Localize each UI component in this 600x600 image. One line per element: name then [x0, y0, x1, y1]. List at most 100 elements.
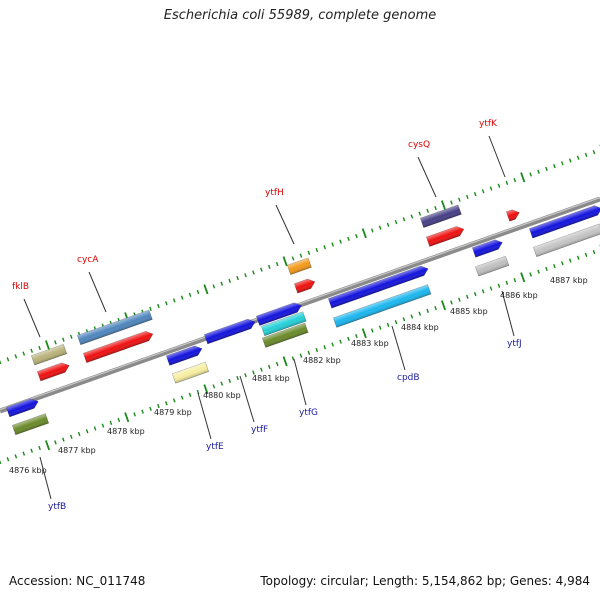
scale-tick-minor	[109, 420, 113, 425]
scale-tick-minor	[244, 273, 247, 278]
feature-cyca-inner	[82, 330, 154, 364]
scale-tick-minor	[386, 322, 390, 327]
feature-cyca-outer	[76, 309, 153, 346]
gene-label-ytfH: ytfH	[265, 188, 284, 198]
feature-ytfb-olive	[11, 413, 50, 436]
feature-ytfe-yellow	[171, 361, 210, 384]
leader-cycA	[88, 271, 107, 313]
scale-tick-minor	[69, 434, 73, 439]
feature-ytfh-outer	[286, 257, 312, 275]
scale-tick-minor	[0, 359, 2, 365]
scale-tick-minor	[149, 306, 152, 311]
leader-cpdB	[391, 325, 406, 371]
scale-tick-major	[282, 356, 288, 367]
scale-tick-minor	[62, 437, 65, 442]
inner-scale-ring	[0, 244, 600, 465]
scale-tick-major	[361, 228, 367, 239]
feature-next-gray-shade	[533, 223, 600, 257]
scale-label: 4886 kbp	[500, 291, 538, 300]
scale-tick-minor	[537, 269, 540, 274]
scale-tick-minor	[370, 228, 374, 233]
feature-cysq-outer	[419, 204, 462, 228]
scale-tick-minor	[434, 305, 437, 311]
scale-tick-minor	[323, 345, 327, 350]
scale-tick-major	[441, 300, 447, 311]
label-leaders	[23, 135, 515, 500]
feature-cysq-inner-shade	[426, 226, 464, 247]
feature-ytff-shade	[204, 319, 256, 344]
scale-tick-minor	[347, 336, 350, 341]
scale-tick-minor	[164, 301, 168, 306]
scale-tick-minor	[30, 448, 34, 453]
scale-tick-minor	[497, 283, 501, 288]
scale-tick-minor	[260, 267, 263, 272]
scale-tick-minor	[331, 342, 334, 347]
feature-ytfe-blue-shade	[166, 345, 202, 366]
feature-ytfh-inner	[293, 278, 316, 294]
scale-tick-minor	[553, 163, 556, 169]
feature-fklb-outer-shade	[31, 344, 67, 366]
scale-tick-major	[282, 256, 288, 267]
leader-ytfJ	[501, 290, 515, 337]
scale-tick-minor	[260, 367, 263, 372]
scale-tick-minor	[561, 261, 564, 266]
scale-tick-minor	[315, 247, 319, 253]
scale-tick-minor	[117, 417, 121, 423]
feature-cyca-inner-shade	[83, 331, 153, 363]
scale-tick-minor	[157, 303, 160, 309]
feature-ytfj-blue	[471, 239, 503, 258]
scale-tick-minor	[30, 348, 34, 353]
scale-tick-minor	[157, 403, 160, 409]
scale-tick-minor	[584, 252, 588, 258]
scale-tick-minor	[465, 294, 469, 300]
scale-label: 4883 kbp	[351, 339, 389, 348]
scale-label: 4876 kbp	[9, 466, 47, 475]
scale-tick-minor	[133, 412, 136, 417]
scale-tick-minor	[418, 211, 422, 216]
feature-ytfg-olive	[261, 322, 309, 348]
scale-tick-minor	[62, 337, 65, 342]
leader-ytfK	[488, 135, 506, 178]
scale-tick-major	[45, 440, 51, 451]
accession-text: Accession: NC_011748	[9, 574, 146, 588]
scale-tick-minor	[252, 370, 255, 375]
scale-tick-minor	[172, 298, 176, 303]
scale-tick-minor	[458, 197, 461, 202]
scale-tick-minor	[236, 375, 239, 381]
feature-next-blue-shade	[529, 205, 600, 239]
scale-tick-minor	[458, 297, 461, 302]
scale-tick-minor	[38, 445, 41, 451]
scale-tick-minor	[220, 281, 224, 286]
scale-tick-minor	[180, 395, 184, 400]
scale-tick-major	[45, 340, 51, 351]
feature-ytfg-cyan-shade	[261, 311, 307, 336]
scale-tick-minor	[497, 183, 501, 188]
scale-tick-minor	[418, 311, 422, 316]
feature-ytfg-olive-shade	[262, 323, 309, 348]
scale-tick-major	[124, 412, 130, 423]
scale-tick-minor	[450, 200, 453, 205]
scale-tick-minor	[584, 152, 588, 158]
feature-ytfj-blue-shade	[472, 239, 503, 258]
gene-label-fklB: fklB	[12, 282, 29, 292]
leader-cysQ	[417, 156, 437, 198]
scale-tick-minor	[14, 454, 18, 459]
scale-tick-minor	[14, 354, 18, 359]
feature-cpdb-blue-shade	[328, 266, 429, 309]
scale-tick-minor	[244, 373, 247, 378]
scale-tick-minor	[505, 180, 509, 186]
feature-cysq-inner	[425, 226, 465, 247]
scale-tick-minor	[410, 314, 414, 319]
scale-tick-minor	[323, 245, 327, 250]
leader-ytfH	[275, 204, 295, 245]
gene-label-ytfB: ytfB	[48, 502, 66, 512]
scale-tick-minor	[386, 222, 390, 227]
scale-tick-minor	[568, 258, 572, 263]
feature-cpdb-cyan-shade	[333, 284, 431, 328]
scale-tick-minor	[101, 423, 105, 428]
scale-tick-major	[361, 328, 367, 339]
scale-tick-minor	[228, 278, 232, 283]
scale-tick-minor	[267, 364, 271, 369]
scale-tick-minor	[38, 345, 41, 351]
scale-tick-minor	[529, 172, 532, 177]
